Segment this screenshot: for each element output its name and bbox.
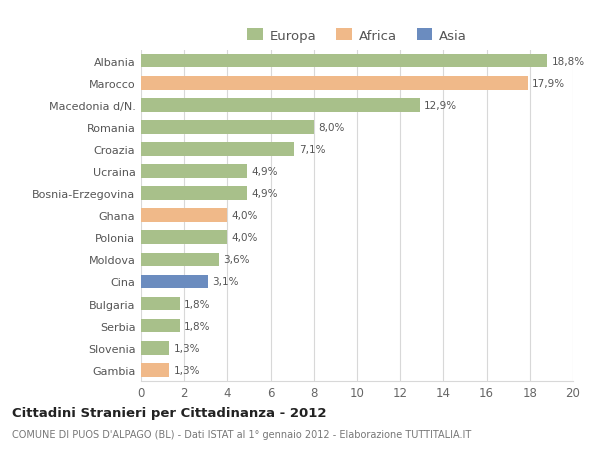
Bar [141, 121, 314, 134]
Text: 4,9%: 4,9% [251, 189, 278, 199]
Text: 17,9%: 17,9% [532, 78, 565, 89]
Text: 7,1%: 7,1% [299, 145, 325, 155]
Bar [141, 363, 169, 377]
Text: 4,0%: 4,0% [232, 233, 258, 243]
Bar [141, 319, 180, 333]
Text: 4,9%: 4,9% [251, 167, 278, 177]
Bar [141, 209, 227, 223]
Text: 1,8%: 1,8% [184, 299, 211, 309]
Bar [141, 253, 219, 267]
Legend: Europa, Africa, Asia: Europa, Africa, Asia [242, 24, 472, 48]
Bar [141, 231, 227, 245]
Bar [141, 297, 180, 311]
Text: 4,0%: 4,0% [232, 211, 258, 221]
Text: Cittadini Stranieri per Cittadinanza - 2012: Cittadini Stranieri per Cittadinanza - 2… [12, 406, 326, 419]
Text: 1,3%: 1,3% [173, 365, 200, 375]
Text: 3,6%: 3,6% [223, 255, 250, 265]
Text: 18,8%: 18,8% [551, 56, 584, 67]
Bar [141, 341, 169, 355]
Bar [141, 77, 527, 90]
Bar [141, 275, 208, 289]
Text: 1,3%: 1,3% [173, 343, 200, 353]
Bar [141, 55, 547, 68]
Text: 8,0%: 8,0% [318, 123, 344, 133]
Text: 12,9%: 12,9% [424, 101, 457, 111]
Bar [141, 99, 419, 112]
Text: COMUNE DI PUOS D'ALPAGO (BL) - Dati ISTAT al 1° gennaio 2012 - Elaborazione TUTT: COMUNE DI PUOS D'ALPAGO (BL) - Dati ISTA… [12, 429, 471, 439]
Text: 1,8%: 1,8% [184, 321, 211, 331]
Text: 3,1%: 3,1% [212, 277, 239, 287]
Bar [141, 187, 247, 201]
Bar [141, 143, 295, 157]
Bar [141, 165, 247, 179]
